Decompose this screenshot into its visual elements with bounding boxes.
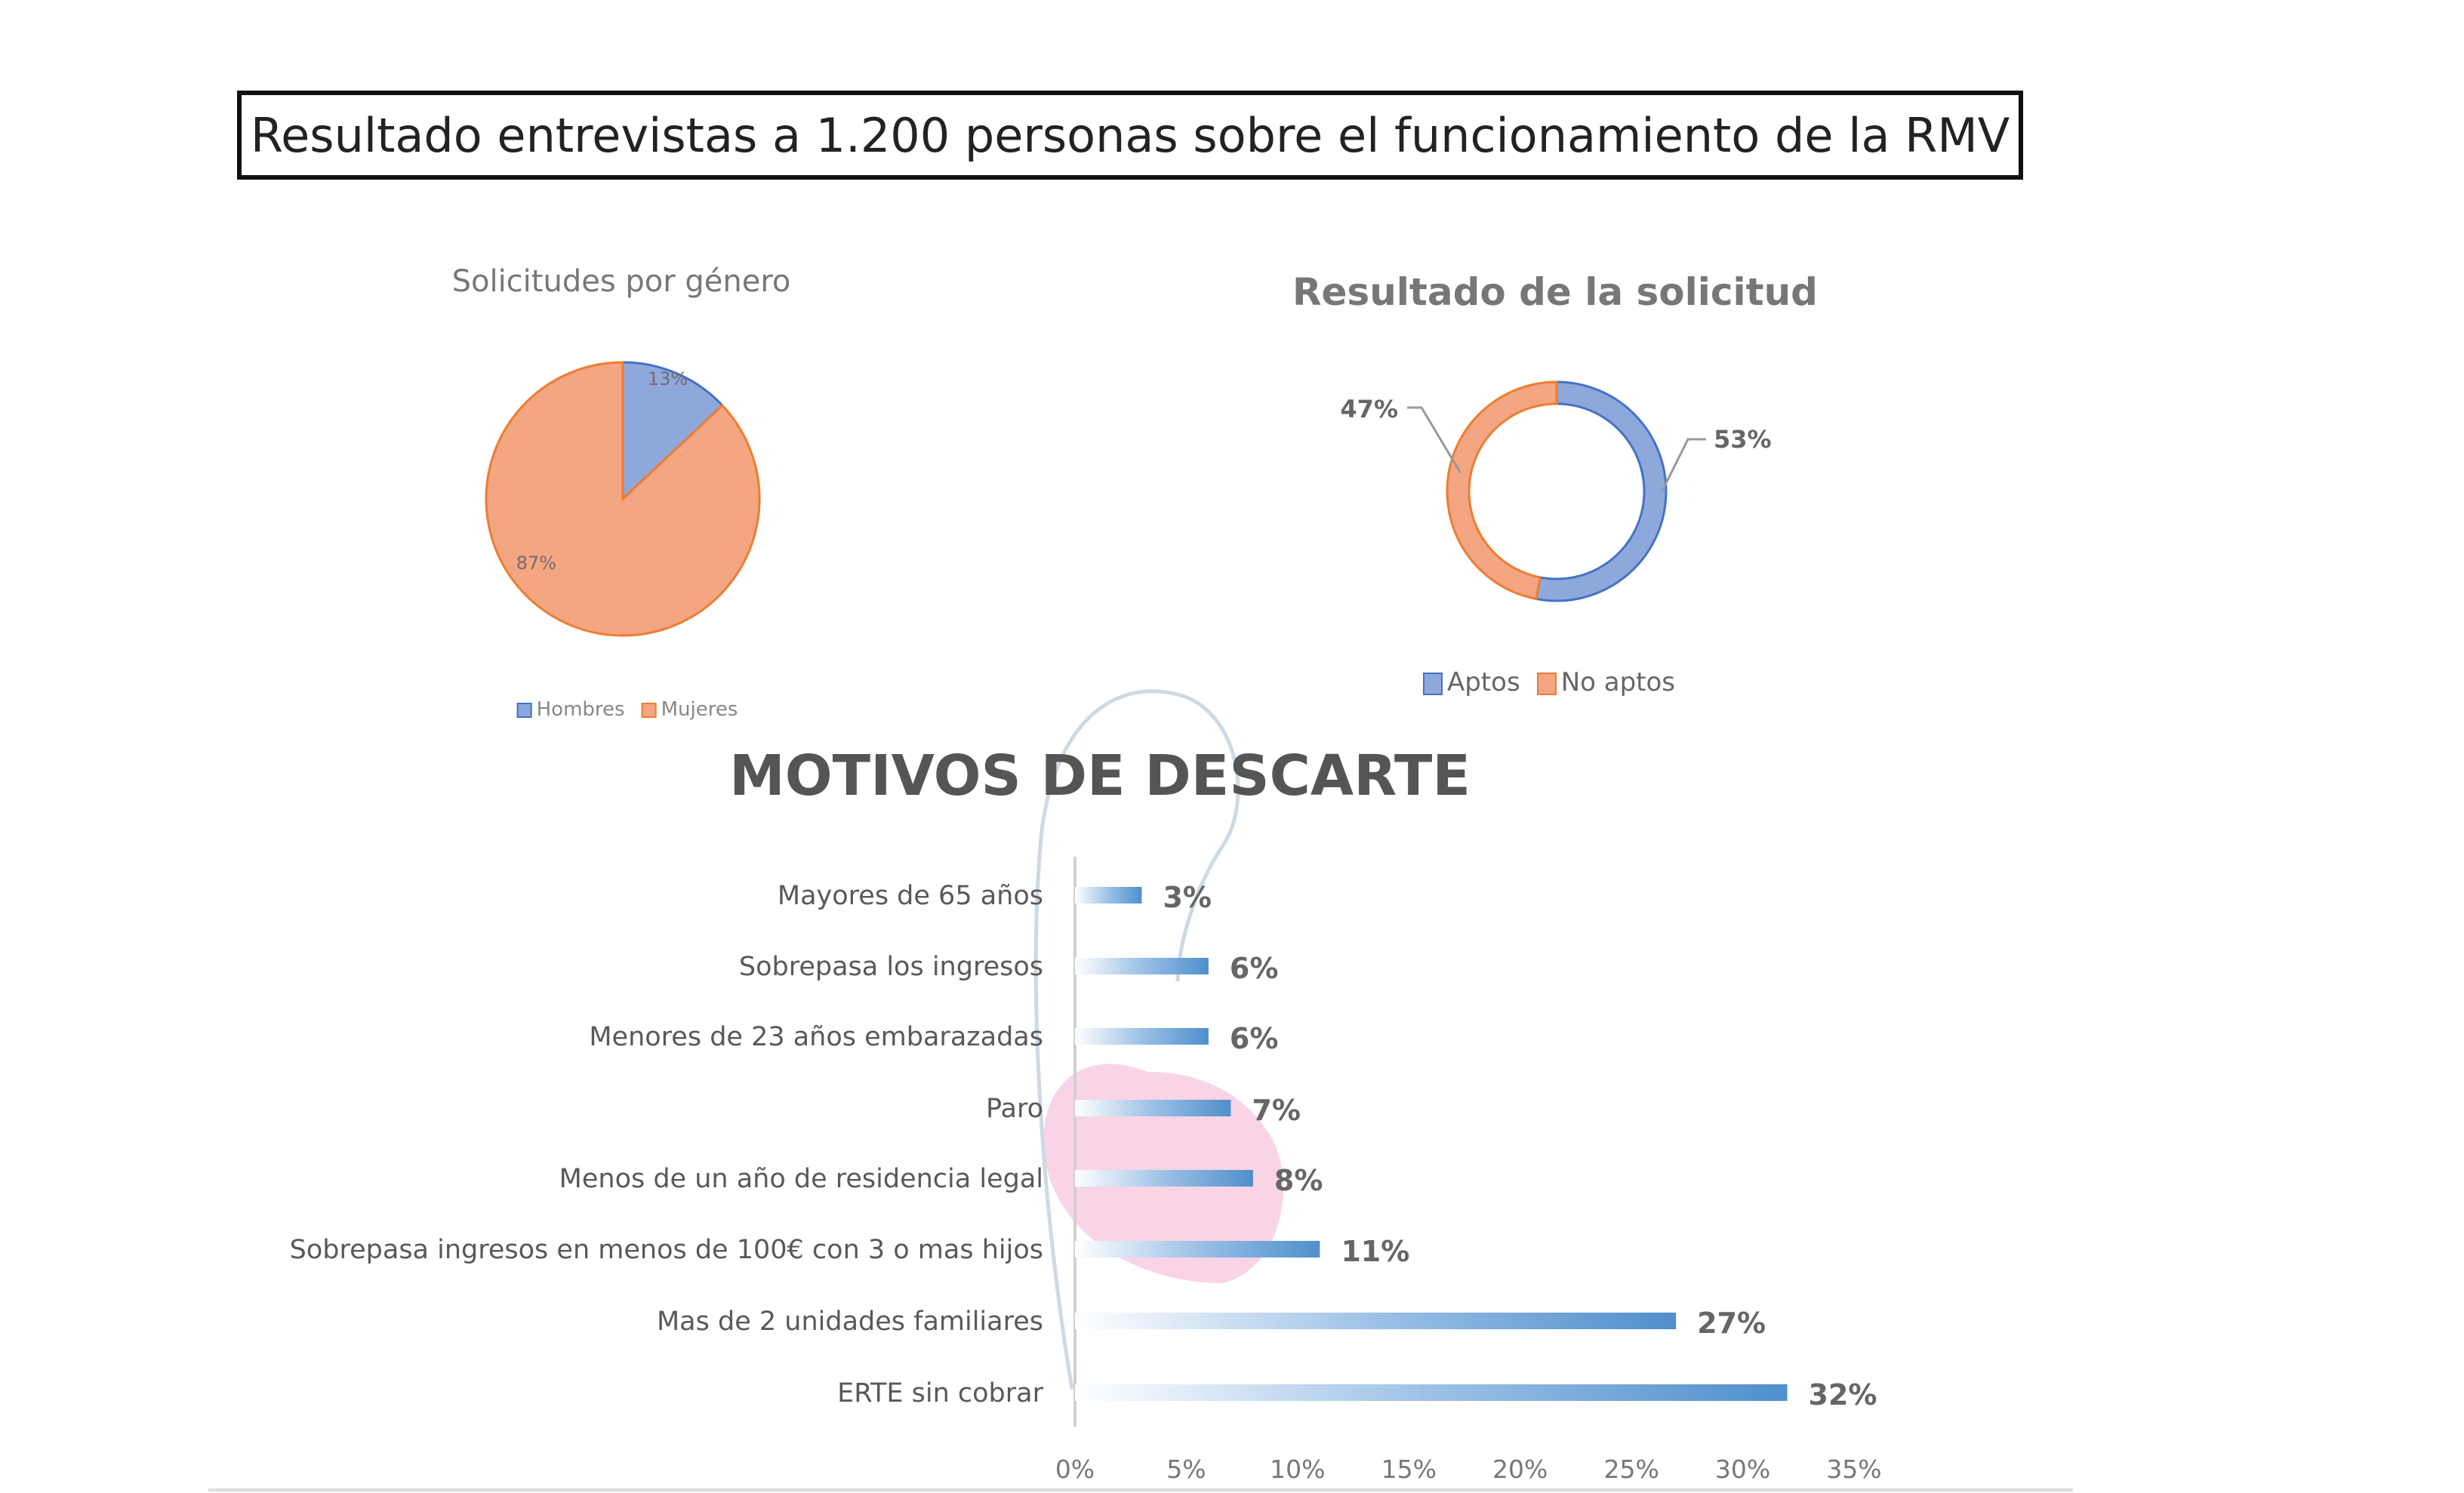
legend-swatch: [516, 702, 532, 718]
category-label: Menores de 23 años embarazadas: [589, 1022, 1043, 1052]
donut-title: Resultado de la solicitud: [1292, 270, 1818, 314]
category-label: ERTE sin cobrar: [837, 1378, 1043, 1408]
x-tick-label: 10%: [1270, 1455, 1325, 1484]
bar-data-label: 3%: [1163, 881, 1212, 914]
x-tick-label: 30%: [1715, 1455, 1770, 1484]
x-tick-label: 25%: [1603, 1455, 1659, 1484]
bar-data-label: 7%: [1252, 1094, 1301, 1127]
x-tick-label: 5%: [1166, 1455, 1206, 1484]
bar-data-label: 27%: [1697, 1307, 1766, 1340]
category-label: Mas de 2 unidades familiares: [657, 1307, 1043, 1337]
donut-data-label: 53%: [1714, 425, 1772, 454]
bar-data-label: 32%: [1809, 1378, 1877, 1411]
legend-swatch: [1423, 672, 1443, 695]
legend-label: Hombres: [536, 698, 625, 721]
legend-label: Mujeres: [661, 698, 738, 721]
category-label: Menos de un año de residencia legal: [559, 1164, 1043, 1194]
category-label: Sobrepasa los ingresos: [739, 952, 1043, 982]
bar: [1075, 1384, 1788, 1401]
bar: [1075, 1313, 1677, 1329]
donut-segment-aptos: [1535, 380, 1668, 602]
pie-data-label: 87%: [516, 553, 556, 574]
page-title: Resultado entrevistas a 1.200 personas s…: [237, 91, 2023, 180]
donut-data-label: 47%: [1340, 395, 1398, 423]
legend-swatch: [641, 702, 657, 718]
legend-item-hombres: Hombres: [516, 698, 625, 721]
bar: [1075, 1241, 1320, 1258]
bar-data-label: 11%: [1341, 1235, 1409, 1268]
figure-outline: [1033, 689, 1240, 1390]
legend-swatch: [1536, 672, 1557, 695]
legend-item-mujeres: Mujeres: [641, 698, 738, 721]
result-legend: Aptos No aptos: [1423, 667, 1675, 697]
category-label: Paro: [986, 1094, 1043, 1124]
gender-legend: Hombres Mujeres: [516, 698, 738, 721]
leader-line: [1661, 438, 1706, 491]
legend-item-no-aptos: No aptos: [1536, 667, 1675, 697]
bar: [1075, 958, 1209, 974]
leader-line: [1407, 406, 1462, 474]
bar: [1075, 887, 1142, 903]
divider: [208, 1488, 2073, 1491]
bar-data-label: 6%: [1230, 952, 1279, 985]
bar: [1075, 1170, 1253, 1187]
x-tick-label: 20%: [1492, 1455, 1548, 1484]
x-tick-label: 0%: [1055, 1455, 1095, 1484]
bar-data-label: 6%: [1230, 1022, 1279, 1055]
legend-label: Aptos: [1447, 667, 1520, 697]
category-label: Mayores de 65 años: [778, 881, 1043, 911]
bar-data-label: 8%: [1274, 1164, 1323, 1197]
bar-chart-title: MOTIVOS DE DESCARTE: [729, 743, 1471, 808]
category-label: Sobrepasa ingresos en menos de 100€ con …: [290, 1235, 1043, 1265]
x-tick-label: 35%: [1826, 1455, 1881, 1484]
pie-slice-hombres: [621, 361, 725, 502]
legend-item-aptos: Aptos: [1423, 667, 1520, 697]
pie-data-label: 13%: [648, 368, 688, 389]
donut-segment-no-aptos: [1446, 380, 1558, 601]
legend-label: No aptos: [1560, 667, 1675, 697]
x-tick-label: 15%: [1381, 1455, 1437, 1484]
bar: [1075, 1028, 1209, 1045]
pie-title: Solicitudes por género: [451, 264, 791, 299]
bar: [1075, 1100, 1231, 1116]
pie-slice-mujeres: [485, 361, 761, 637]
